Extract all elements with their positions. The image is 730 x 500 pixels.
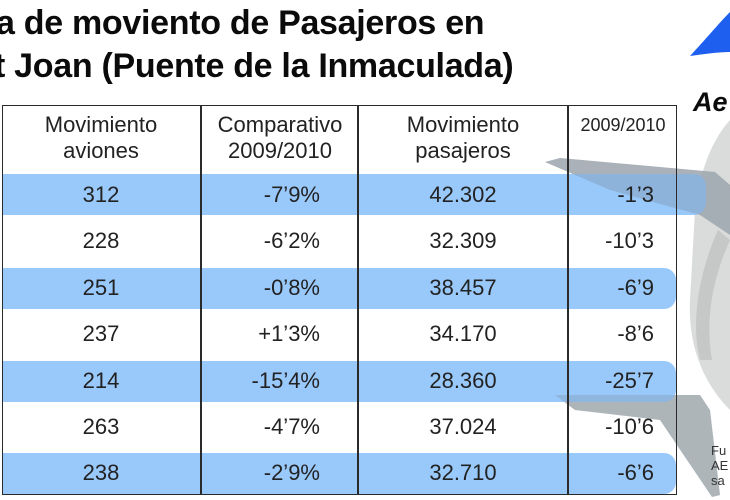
header-comparativo-aviones: Comparativo 2009/2010 — [202, 112, 358, 164]
cell-comp-pasajeros: -25’7 — [605, 368, 654, 393]
airplane-tail-overlay — [555, 395, 720, 497]
cell-aviones: 312 — [82, 182, 120, 207]
source-note: Fu AE sa — [711, 443, 728, 488]
row-band — [2, 268, 676, 309]
row-band — [2, 453, 676, 494]
page-title-line2: t Joan (Puente de la Inmaculada) — [0, 47, 514, 85]
airplane-wing-overlay — [545, 158, 730, 235]
cell-comp-pasajeros: -6’6 — [617, 460, 654, 485]
cell-aviones: 214 — [82, 368, 120, 393]
header-line: Movimiento — [44, 112, 158, 137]
cell-comp-aviones: +1’3% — [258, 321, 320, 346]
source-line: Fu — [711, 443, 727, 458]
cell-pasajeros: 37.024 — [429, 414, 497, 439]
cell-pasajeros: 28.360 — [429, 368, 497, 393]
cell-aviones: 228 — [82, 228, 120, 253]
header-comparativo-pasajeros: 2009/2010 — [568, 112, 678, 138]
cell-aviones: 263 — [82, 414, 120, 439]
airplane-tail-wing — [555, 395, 720, 497]
header-line: Comparativo — [217, 112, 343, 137]
cell-comp-pasajeros: -8’6 — [617, 321, 654, 346]
column-divider — [567, 105, 569, 495]
cell-pasajeros: 32.309 — [429, 228, 497, 253]
cell-aviones: 238 — [82, 460, 120, 485]
airplane-body-shade — [696, 230, 730, 360]
cell-aviones: 237 — [82, 321, 120, 346]
header-line: 2009/2010 — [580, 115, 666, 135]
cell-pasajeros: 42.302 — [429, 182, 497, 207]
cell-comp-aviones: -7’9% — [263, 182, 320, 207]
cell-aviones: 251 — [82, 275, 120, 300]
cell-comp-aviones: -2’9% — [263, 460, 320, 485]
row-band — [2, 174, 706, 215]
cell-comp-pasajeros: -10’6 — [605, 414, 654, 439]
header-line: 2009/2010 — [228, 138, 332, 163]
column-divider — [200, 105, 202, 495]
passenger-table — [2, 105, 677, 495]
cell-comp-aviones: -15’4% — [251, 368, 320, 393]
header-line: aviones — [63, 138, 139, 163]
cell-comp-pasajeros: -10’3 — [605, 228, 654, 253]
row-band — [2, 361, 676, 402]
cell-comp-aviones: -0’8% — [263, 275, 320, 300]
header-line: Movimiento — [406, 112, 520, 137]
cell-comp-aviones: -6’2% — [263, 228, 320, 253]
header-movimiento-pasajeros: Movimiento pasajeros — [359, 112, 567, 164]
cell-pasajeros: 32.710 — [429, 460, 497, 485]
column-divider — [357, 105, 359, 495]
cell-comp-aviones: -4’7% — [263, 414, 320, 439]
source-line: AE — [711, 458, 729, 473]
source-line: sa — [711, 473, 725, 488]
cell-comp-pasajeros: -6’9 — [617, 275, 654, 300]
cell-pasajeros: 34.170 — [429, 321, 497, 346]
cell-comp-pasajeros: -1’3 — [617, 182, 654, 207]
header-movimiento-aviones: Movimiento aviones — [2, 112, 200, 164]
page-title-line1: a de moviento de Pasajeros en — [0, 4, 485, 42]
logo-text: Ae — [693, 87, 728, 117]
cell-pasajeros: 38.457 — [429, 275, 497, 300]
aena-wing-icon — [690, 12, 730, 56]
header-line: pasajeros — [415, 138, 511, 163]
